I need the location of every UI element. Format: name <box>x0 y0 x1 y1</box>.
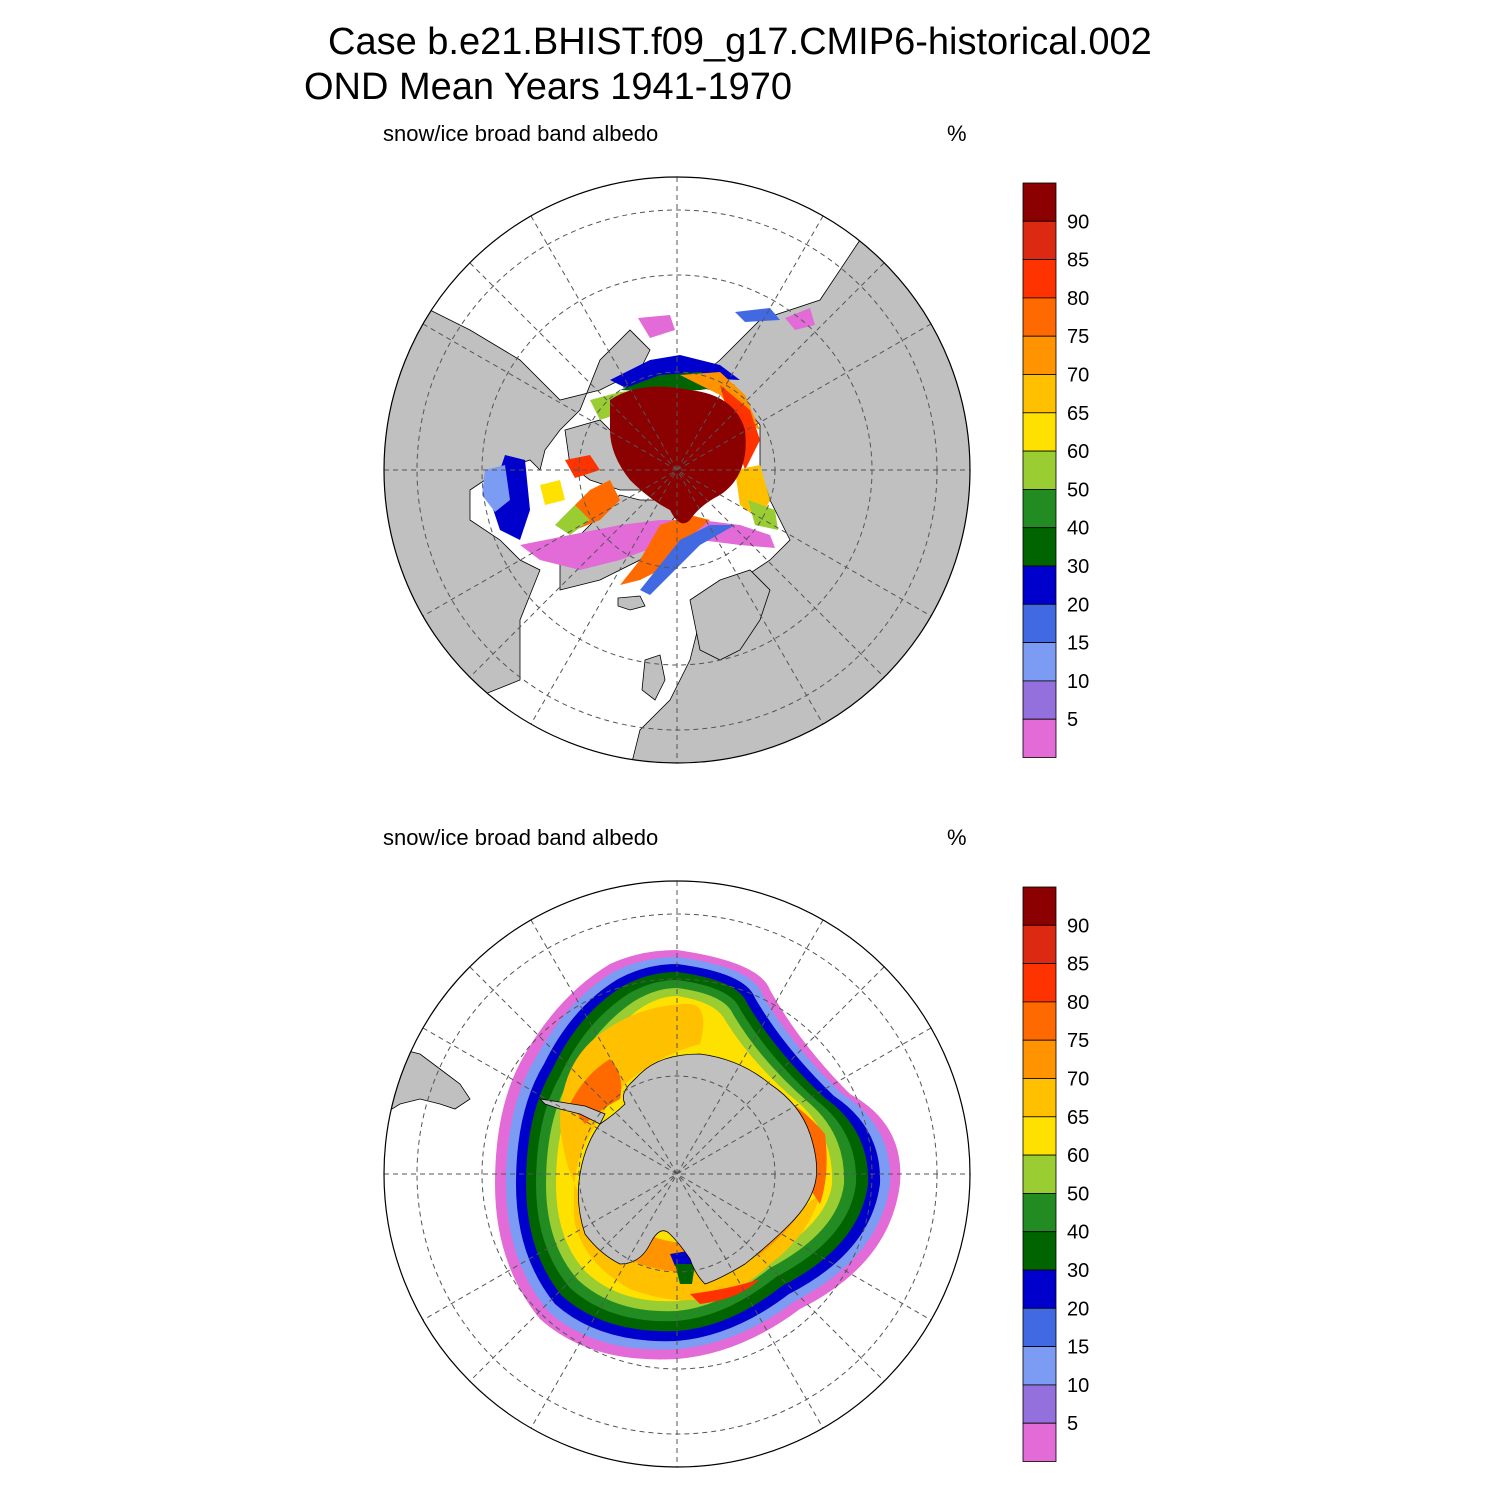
colorbar-tick-label: 70 <box>1067 1069 1089 1091</box>
colorbar-tick-label: 70 <box>1067 365 1089 387</box>
graticule-south <box>384 881 970 1467</box>
panel-units-label: % <box>947 121 967 146</box>
land-antarctic-peninsula <box>538 1098 606 1125</box>
colorbar-tick-label: 40 <box>1067 518 1089 540</box>
colorbar-tick-label: 75 <box>1067 1030 1089 1052</box>
colorbar-tick-label: 75 <box>1067 326 1089 348</box>
colorbar-swatch <box>1022 374 1057 414</box>
colorbar-swatch <box>1022 963 1057 1003</box>
colorbar-tick-label: 10 <box>1067 671 1089 693</box>
colorbar-tick-label: 5 <box>1067 709 1078 731</box>
colorbar-tick-label: 80 <box>1067 992 1089 1014</box>
colorbar-swatch <box>1022 642 1057 682</box>
colorbar-tick-label: 85 <box>1067 954 1089 976</box>
colorbar-tick-label: 80 <box>1067 288 1089 310</box>
land-iceland <box>617 595 646 611</box>
colorbar-swatch <box>1022 335 1057 375</box>
colorbar-swatch <box>1022 259 1057 299</box>
colorbar-tick-label: 65 <box>1067 403 1089 425</box>
north-polar-map: 90 85 80 75 70 65 60 50 40 30 20 15 10 5 <box>383 176 1089 764</box>
colorbar-tick-label: 20 <box>1067 594 1089 616</box>
panel-variable-label: snow/ice broad band albedo <box>383 121 659 146</box>
colorbar-tick-label: 50 <box>1067 479 1089 501</box>
panel-units-label: % <box>947 825 967 850</box>
land-north-america <box>384 299 651 701</box>
colorbar-swatch <box>1022 412 1057 452</box>
map-boundary-south <box>383 880 971 1468</box>
colorbar-swatch <box>1022 718 1057 758</box>
colorbar-swatch <box>1022 1154 1057 1194</box>
panel-north-polar: snow/ice broad band albedo % <box>0 0 1500 764</box>
colorbar-swatch <box>1022 1346 1057 1386</box>
colorbar-north: 90 85 80 75 70 65 60 50 40 30 20 15 10 5 <box>1022 182 1089 758</box>
colorbar-swatch <box>1022 886 1057 926</box>
land-scandinavia <box>689 569 771 661</box>
colorbar-swatch <box>1022 1269 1057 1309</box>
colorbar-tick-label: 90 <box>1067 211 1089 233</box>
colorbar-tick-label: 30 <box>1067 1260 1089 1282</box>
colorbar-tick-label: 40 <box>1067 1222 1089 1244</box>
map-boundary-north <box>383 176 971 764</box>
colorbar-tick-label: 90 <box>1067 915 1089 937</box>
land-britain <box>641 654 666 701</box>
colorbar-swatch <box>1022 1039 1057 1079</box>
colorbar-tick-label: 30 <box>1067 556 1089 578</box>
panel-variable-label: snow/ice broad band albedo <box>383 825 659 850</box>
colorbar-swatch <box>1022 1192 1057 1233</box>
colorbar-tick-label: 65 <box>1067 1107 1089 1129</box>
graticule-north <box>384 177 970 763</box>
colorbar-swatch <box>1022 603 1057 643</box>
land-antarctica <box>577 1053 818 1285</box>
colorbar-tick-label: 50 <box>1067 1183 1089 1205</box>
colorbar-south: 90 85 80 75 70 65 60 50 40 30 20 15 10 5 <box>1022 886 1089 1462</box>
plot-title-case: Case b.e21.BHIST.f09_g17.CMIP6-historica… <box>328 21 1152 63</box>
colorbar-tick-label: 5 <box>1067 1413 1078 1435</box>
colorbar-swatch <box>1022 924 1057 965</box>
colorbar-swatch <box>1022 182 1057 222</box>
colorbar-swatch <box>1022 1078 1057 1118</box>
panel-south-polar: snow/ice broad band albedo % <box>0 704 1500 1468</box>
colorbar-swatch <box>1022 220 1057 261</box>
albedo-field-north <box>482 308 815 595</box>
colorbar-swatch <box>1022 1001 1057 1041</box>
colorbar-swatch <box>1022 1307 1057 1347</box>
colorbar-swatch <box>1022 450 1057 490</box>
colorbar-tick-label: 20 <box>1067 1298 1089 1320</box>
colorbar-tick-label: 85 <box>1067 250 1089 272</box>
colorbar-tick-label: 60 <box>1067 1145 1089 1167</box>
south-polar-map: 90 85 80 75 70 65 60 50 40 30 20 15 10 5 <box>383 880 1089 1468</box>
colorbar-swatch <box>1022 1231 1057 1271</box>
colorbar-tick-label: 15 <box>1067 1337 1089 1359</box>
colorbar-swatch <box>1022 1384 1057 1424</box>
colorbar-tick-label: 60 <box>1067 441 1089 463</box>
colorbar-swatch <box>1022 297 1057 337</box>
colorbar-tick-label: 15 <box>1067 633 1089 655</box>
colorbar-swatch <box>1022 680 1057 720</box>
plot-title-period: OND Mean Years 1941-1970 <box>304 66 792 108</box>
colorbar-swatch <box>1022 1116 1057 1156</box>
colorbar-swatch <box>1022 488 1057 529</box>
colorbar-tick-label: 10 <box>1067 1375 1089 1397</box>
colorbar-swatch <box>1022 565 1057 605</box>
colorbar-swatch <box>1022 527 1057 567</box>
colorbar-swatch <box>1022 1422 1057 1462</box>
